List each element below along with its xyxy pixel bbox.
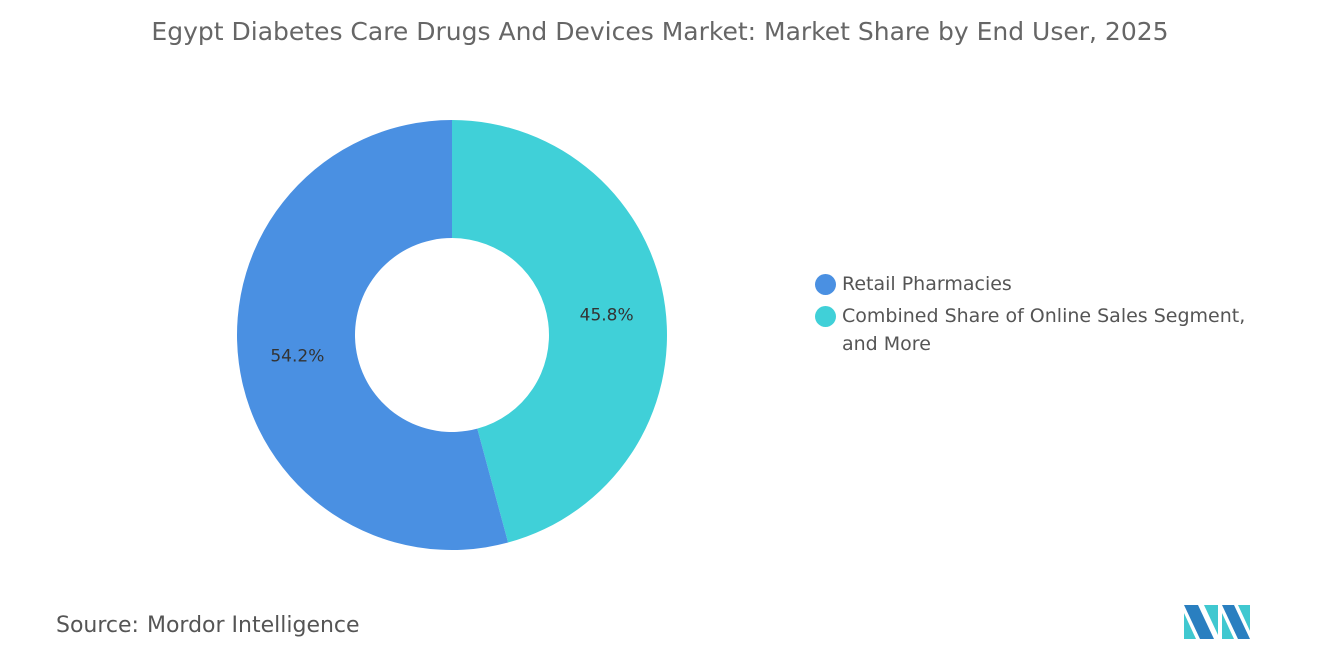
donut-slice-0[interactable] <box>236 120 509 551</box>
mordor-intelligence-logo <box>1184 605 1250 639</box>
legend-label: Combined Share of Online Sales Segment, … <box>842 305 1246 355</box>
source-label: Source: <box>56 613 139 638</box>
legend-label: Retail Pharmacies <box>842 273 1012 295</box>
source-note: Source: Mordor Intelligence <box>56 613 360 638</box>
data-label: 54.2% <box>270 347 324 367</box>
legend-item-retail-pharmacies[interactable]: Retail Pharmacies <box>815 270 1285 298</box>
chart-title: Egypt Diabetes Care Drugs And Devices Ma… <box>151 17 1169 46</box>
data-label: 45.8% <box>580 305 634 325</box>
legend-swatch <box>815 274 836 295</box>
legend-item-online-sales[interactable]: Combined Share of Online Sales Segment, … <box>815 302 1285 358</box>
source-value: Mordor Intelligence <box>146 613 360 638</box>
legend: Retail Pharmacies Combined Share of Onli… <box>815 270 1285 362</box>
legend-swatch <box>815 306 836 327</box>
donut-slice-1[interactable] <box>452 120 667 543</box>
